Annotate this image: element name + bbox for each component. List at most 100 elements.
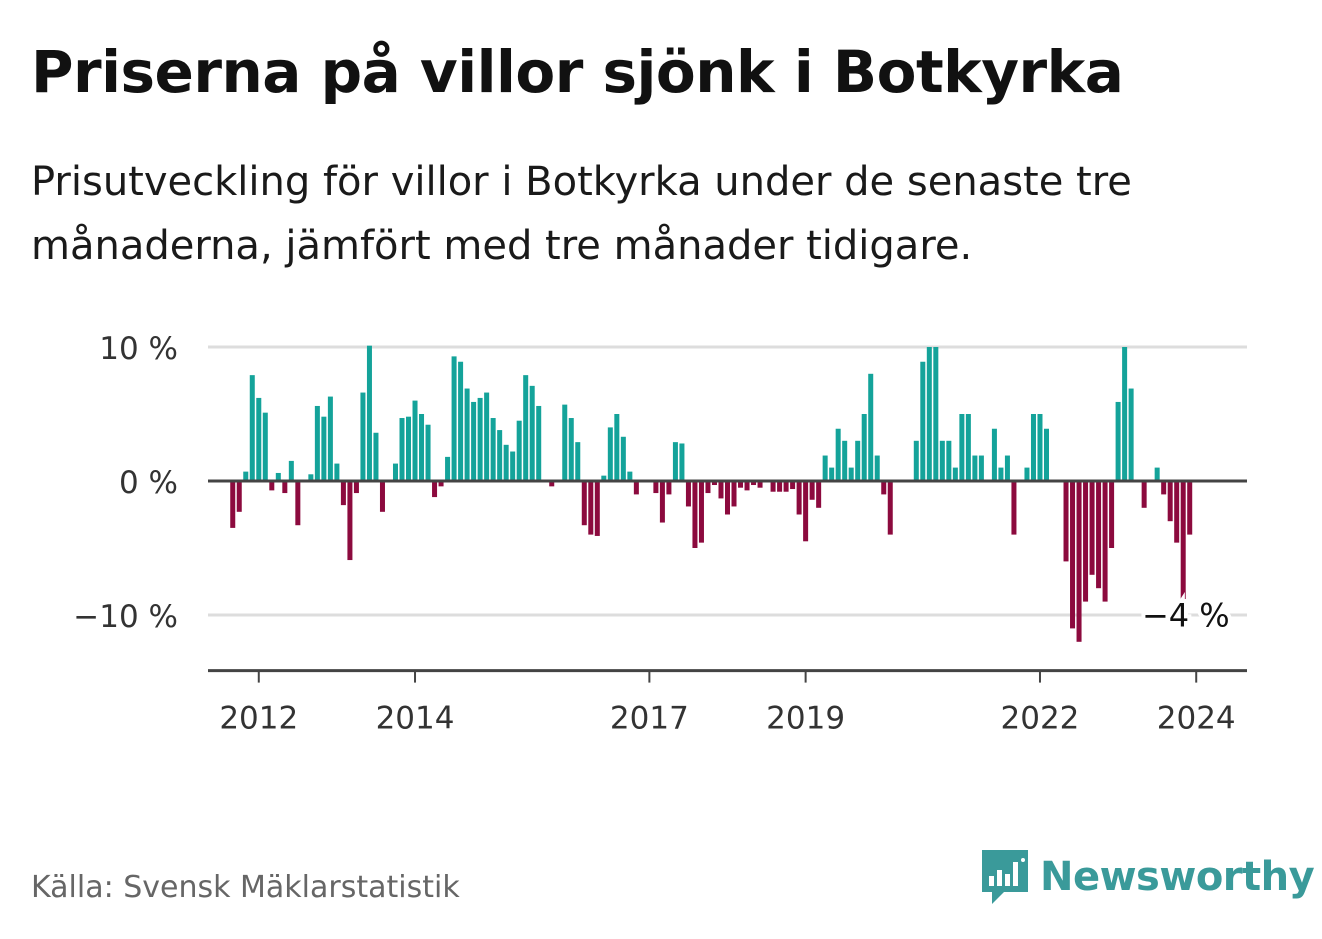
bar [516, 420, 522, 481]
x-tick-label: 2024 [1157, 701, 1236, 737]
bar [751, 481, 757, 486]
bar [1063, 481, 1069, 562]
bar [790, 481, 796, 490]
bar [594, 481, 600, 536]
bar [1004, 455, 1010, 481]
bar [549, 481, 555, 487]
bar [705, 481, 711, 494]
bar [1115, 401, 1121, 481]
bar [1096, 481, 1102, 589]
bar [288, 460, 294, 481]
newsworthy-logo-icon [982, 850, 1028, 904]
bar [698, 481, 704, 543]
bar [620, 436, 626, 481]
bar [484, 392, 490, 481]
bar [262, 412, 268, 481]
bar [347, 481, 353, 561]
bar [1089, 481, 1095, 575]
bar [848, 467, 854, 481]
bar [1024, 467, 1030, 481]
bar [685, 481, 691, 507]
y-tick-label: 0 % [119, 465, 178, 501]
last-value-label: −4 % [1142, 597, 1230, 635]
bar [1109, 481, 1115, 548]
bar [588, 481, 594, 535]
bar [340, 481, 346, 506]
bar [353, 481, 359, 494]
bar [835, 428, 841, 481]
bar [991, 428, 997, 481]
bar [633, 481, 639, 495]
bar [562, 404, 568, 481]
bar [829, 467, 835, 481]
bar [1037, 414, 1043, 481]
bar [718, 481, 724, 499]
bar [666, 481, 672, 495]
bar [783, 481, 789, 492]
bar [659, 481, 665, 523]
bar [438, 481, 444, 487]
bar [275, 472, 281, 481]
chart-subtitle: Prisutveckling för villor i Botkyrka und… [31, 159, 1132, 269]
y-tick-label: 10 % [99, 331, 178, 367]
page-title: Priserna på villor sjönk i Botkyrka [31, 38, 1124, 106]
bar [965, 414, 971, 481]
bar [1167, 481, 1173, 522]
bar [952, 467, 958, 481]
bar [523, 375, 529, 481]
bar [881, 481, 887, 495]
bar [822, 455, 828, 481]
bar [236, 481, 242, 512]
bar [607, 427, 613, 481]
bar [926, 347, 932, 481]
bar [295, 481, 301, 526]
bar [868, 373, 874, 481]
bar [536, 405, 542, 481]
bar [939, 440, 945, 481]
bar [757, 481, 763, 488]
bar [777, 481, 783, 492]
bar [419, 414, 425, 481]
bar [972, 455, 978, 481]
bar [998, 467, 1004, 481]
bar [568, 418, 574, 481]
bar [1076, 481, 1082, 642]
bar [1187, 481, 1193, 535]
bar [1102, 481, 1108, 602]
bar [282, 481, 288, 494]
bar [1128, 388, 1134, 481]
bar [314, 405, 320, 481]
bar [724, 481, 731, 515]
y-tick-label: −10 % [73, 599, 178, 635]
bar [672, 442, 678, 481]
bar [464, 388, 470, 481]
bar [249, 375, 255, 481]
bar [477, 397, 483, 481]
bar [373, 432, 379, 481]
bar [861, 414, 867, 481]
bar [887, 481, 893, 535]
bar [490, 418, 496, 481]
bar [425, 424, 431, 481]
bar [978, 455, 984, 481]
bar [334, 463, 340, 481]
bar [738, 481, 744, 488]
bar [731, 481, 737, 507]
bar [321, 416, 327, 481]
bar [803, 481, 809, 542]
newsworthy-logo: Newsworthy [980, 848, 1315, 906]
bar [627, 471, 633, 481]
bar [458, 361, 464, 481]
bar [933, 347, 939, 481]
bar [809, 481, 815, 500]
bar [256, 397, 262, 481]
bar [497, 430, 503, 481]
bar [816, 481, 822, 508]
bar [679, 443, 685, 481]
axes [208, 479, 1247, 683]
bar [1030, 414, 1036, 481]
source-note: Källa: Svensk Mäklarstatistik [31, 870, 460, 905]
bar [614, 414, 620, 481]
bar [711, 481, 717, 486]
